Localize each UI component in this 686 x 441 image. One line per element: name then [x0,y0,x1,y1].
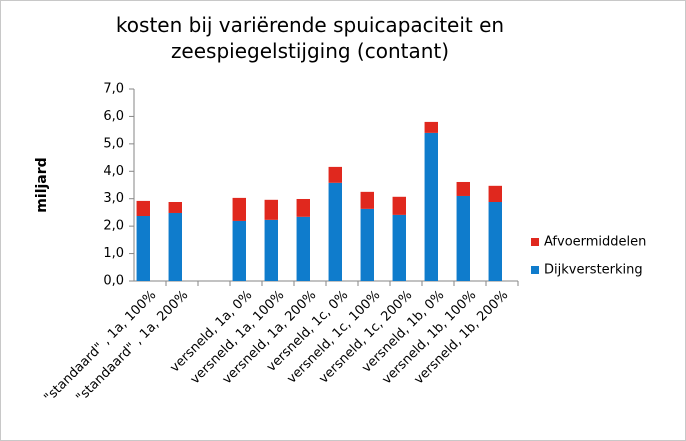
legend-swatch [531,266,539,274]
legend-label: Dijkversterking [544,263,643,278]
bar-segment [296,198,310,217]
chart-title: kosten bij variërende spuicapaciteit en … [115,13,505,63]
y-tick-label: 0,0 [103,274,124,289]
bar-segment [392,196,406,215]
bar-segment [488,202,502,281]
y-tick-label: 7,0 [103,82,124,97]
bar-segment [360,191,374,209]
bar-segment [168,212,182,281]
y-axis-label: miljard [34,157,50,212]
y-tick-label: 4,0 [103,164,124,179]
bar-segment [136,200,150,216]
bar-segment [424,121,438,133]
legend-label: Afvoermiddelen [544,235,646,250]
bar-segment [456,195,470,281]
bar-segment [232,220,246,281]
bar-segment [296,216,310,281]
bar-segment [328,182,342,281]
y-tick-label: 3,0 [103,191,124,206]
bar-segment [456,181,470,196]
legend-swatch [531,238,539,246]
bar-segment [264,219,278,281]
y-tick-label: 5,0 [103,136,124,151]
bar-segment [136,215,150,281]
y-tick-label: 1,0 [103,246,124,261]
bar-segment [328,166,342,183]
bar-segment [264,199,278,220]
y-tick-label: 6,0 [103,109,124,124]
bar-segment [488,185,502,203]
y-tick-label: 2,0 [103,219,124,234]
bar-segment [424,132,438,281]
bar-segment [392,214,406,281]
bar-segment [232,197,246,221]
bar-segment [360,208,374,281]
bar-segment [168,202,182,213]
